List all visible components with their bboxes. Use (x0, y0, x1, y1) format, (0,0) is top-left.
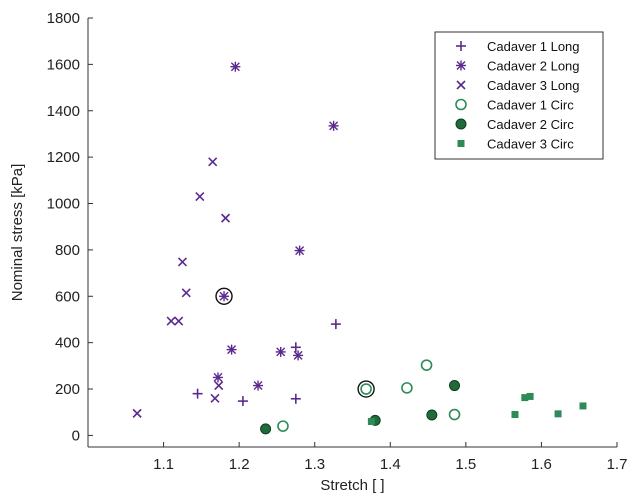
y-tick-label: 600 (55, 288, 80, 305)
y-tick-label: 1600 (47, 56, 80, 73)
legend-entry-label: Cadaver 3 Long (487, 78, 580, 93)
data-point-series-6 (579, 402, 587, 410)
legend-marker (455, 98, 467, 111)
legend-entry-label: Cadaver 2 Circ (487, 117, 574, 132)
data-point-series-4 (277, 420, 289, 432)
data-point-series-3 (174, 316, 184, 326)
y-tick-label: 1800 (47, 10, 80, 27)
legend: Cadaver 1 Long Cadaver 2 Long Cadaver 3 Lo… (434, 31, 604, 160)
legend-marker (456, 41, 466, 51)
axes: 1.1 1.2 1.3 1.4 1.5 1.6 1.7 0 200 400 600 800 1000 12… (47, 10, 628, 473)
y-tick-label: 1200 (47, 149, 80, 166)
data-point-series-1 (290, 342, 301, 353)
x-tick-label: 1.2 (229, 456, 250, 473)
x-tick-label: 1.7 (607, 456, 628, 473)
data-point-series-2 (226, 344, 237, 355)
data-point-series-3 (177, 257, 188, 267)
highlight-ring (357, 380, 375, 398)
x-axis-label: Stretch [ ] (320, 477, 384, 494)
x-tick-label: 1.3 (304, 456, 325, 473)
data-point-series-3 (195, 191, 205, 202)
data-point-series-3 (210, 393, 220, 403)
data-point-series-6 (554, 410, 562, 418)
data-point-series-6 (521, 394, 529, 402)
legend-box (434, 31, 604, 160)
data-point-series-3 (181, 288, 191, 298)
legend-marker (456, 60, 466, 71)
data-point-series-1 (290, 393, 301, 404)
data-point-series-6 (367, 417, 375, 425)
data-point-series-6 (511, 411, 519, 419)
data-point-series-1 (330, 319, 341, 330)
data-point-series-3 (220, 213, 231, 223)
data-point-series-5 (449, 380, 461, 392)
data-point-series-4 (401, 382, 413, 394)
data-point-series-4 (360, 383, 372, 395)
data-point-series-5 (260, 423, 272, 435)
legend-marker (457, 140, 465, 147)
data-point-series-2 (212, 372, 223, 383)
y-axis-label: Nominal stress [kPa] (9, 164, 26, 302)
y-tick-label: 0 (72, 427, 80, 444)
data-point-series-1 (237, 396, 248, 407)
data-point-series-2 (253, 380, 264, 391)
y-tick-label: 800 (55, 242, 80, 259)
data-point-series-6 (526, 392, 534, 400)
data-point-series-2 (230, 61, 241, 72)
data-points (132, 61, 587, 435)
data-point-series-2 (328, 120, 339, 131)
data-point-series-4 (448, 408, 461, 421)
data-point-series-4 (420, 359, 433, 371)
highlight-rings (215, 287, 375, 398)
legend-entry-label: Cadaver 2 Long (487, 59, 580, 74)
data-point-series-3 (214, 380, 224, 391)
x-tick-label: 1.1 (153, 456, 174, 473)
x-tick-label: 1.4 (380, 456, 401, 473)
legend-entry-label: Cadaver 3 Circ (487, 137, 574, 152)
data-point-series-2 (275, 346, 286, 357)
data-point-series-5 (426, 409, 438, 421)
data-point-series-2 (293, 350, 304, 361)
x-tick-label: 1.6 (531, 456, 552, 473)
legend-entry-label: Cadaver 1 Long (487, 39, 580, 54)
data-point-series-3 (166, 316, 176, 326)
y-tick-label: 1000 (47, 196, 80, 213)
legend-marker (455, 118, 467, 130)
data-point-series-1 (192, 388, 203, 399)
legend-marker (456, 80, 466, 90)
y-tick-label: 200 (55, 381, 80, 398)
data-point-series-2 (294, 245, 305, 256)
y-tick-label: 400 (55, 335, 80, 352)
highlight-ring (215, 287, 233, 305)
x-tick-label: 1.5 (455, 456, 476, 473)
y-tick-label: 1400 (47, 103, 80, 120)
legend-entry-label: Cadaver 1 Circ (487, 98, 574, 113)
plot-area (87, 18, 617, 448)
data-point-series-3 (132, 408, 142, 418)
data-point-series-3 (208, 157, 218, 167)
data-point-series-2 (219, 291, 230, 302)
